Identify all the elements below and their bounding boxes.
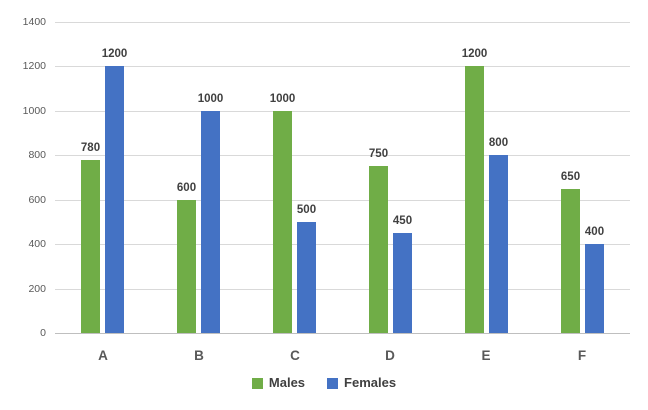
y-tick-label-800: 800 bbox=[28, 149, 46, 161]
bar-males-e bbox=[465, 66, 484, 333]
bar-value-label-females-d: 450 bbox=[392, 215, 413, 227]
bar-females-f bbox=[585, 244, 604, 333]
bar-females-b bbox=[201, 111, 220, 333]
bar-value-label-males-c: 1000 bbox=[269, 93, 296, 105]
legend-label-males: Males bbox=[268, 375, 306, 390]
gridline-1000 bbox=[55, 111, 630, 112]
y-tick-label-200: 200 bbox=[28, 283, 46, 295]
bar-value-label-females-b: 1000 bbox=[197, 93, 224, 105]
y-tick-label-1200: 1200 bbox=[22, 60, 46, 72]
bar-males-b bbox=[177, 200, 196, 333]
gridline-1200 bbox=[55, 66, 630, 67]
bar-females-c bbox=[297, 222, 316, 333]
legend-item-females: Females bbox=[327, 376, 396, 390]
plot-area: 780 1200 600 1000 1000 500 750 450 1200 800 650 400 bbox=[55, 22, 630, 334]
legend-swatch-females bbox=[327, 377, 339, 389]
bar-value-label-males-b: 600 bbox=[176, 182, 197, 194]
x-category-label-e: E bbox=[481, 348, 491, 363]
bar-males-c bbox=[273, 111, 292, 333]
y-tick-label-600: 600 bbox=[28, 194, 46, 206]
bar-value-label-females-a: 1200 bbox=[101, 48, 128, 60]
x-category-label-f: F bbox=[577, 348, 587, 363]
bar-value-label-males-d: 750 bbox=[368, 148, 389, 160]
bar-value-label-males-f: 650 bbox=[560, 171, 581, 183]
bar-males-a bbox=[81, 160, 100, 333]
legend: Males Females bbox=[0, 376, 648, 390]
gridline-200 bbox=[55, 289, 630, 290]
bar-males-f bbox=[561, 189, 580, 333]
x-category-label-a: A bbox=[98, 348, 108, 363]
bar-males-d bbox=[369, 166, 388, 333]
bar-females-d bbox=[393, 233, 412, 333]
y-tick-label-0: 0 bbox=[40, 327, 46, 339]
gridline-0 bbox=[55, 333, 630, 334]
bar-value-label-males-e: 1200 bbox=[461, 48, 488, 60]
bar-value-label-females-e: 800 bbox=[488, 137, 509, 149]
legend-label-females: Females bbox=[344, 375, 397, 390]
x-category-label-b: B bbox=[194, 348, 204, 363]
legend-swatch-males bbox=[251, 377, 263, 389]
y-tick-label-1400: 1400 bbox=[22, 16, 46, 28]
gridline-800 bbox=[55, 155, 630, 156]
x-category-label-c: C bbox=[290, 348, 300, 363]
bar-value-label-males-a: 780 bbox=[80, 142, 101, 154]
gridline-600 bbox=[55, 200, 630, 201]
bar-females-a bbox=[105, 66, 124, 333]
legend-item-males: Males bbox=[251, 375, 306, 390]
x-category-label-d: D bbox=[385, 348, 395, 363]
bar-females-e bbox=[489, 155, 508, 333]
y-tick-label-1000: 1000 bbox=[22, 105, 46, 117]
bar-value-label-females-f: 400 bbox=[584, 226, 605, 238]
y-tick-label-400: 400 bbox=[28, 238, 46, 250]
gridline-1400 bbox=[55, 22, 630, 23]
gridline-400 bbox=[55, 244, 630, 245]
bar-value-label-females-c: 500 bbox=[296, 204, 317, 216]
